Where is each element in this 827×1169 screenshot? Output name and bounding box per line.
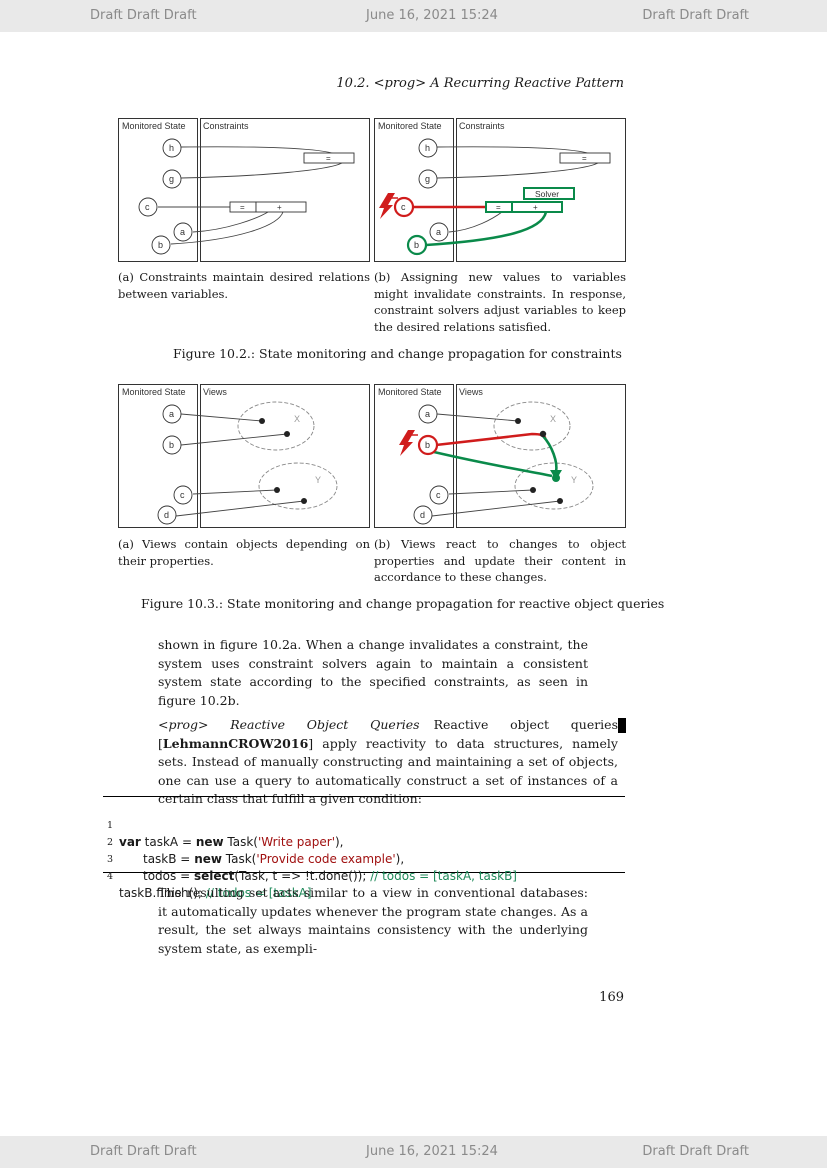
body-paragraph-2: <prog> Reactive Object Queries Reactive o…: [158, 716, 618, 809]
view-y-label: Y: [315, 475, 321, 485]
node-h: h: [169, 143, 174, 153]
footer-draft-right: Draft Draft Draft: [642, 1144, 749, 1159]
propagation-line: [425, 211, 548, 247]
node-c: c: [436, 490, 441, 500]
footer-draft-left: Draft Draft Draft: [90, 1144, 197, 1159]
footer-draft-bar: Draft Draft Draft June 16, 2021 15:24 Dr…: [0, 1136, 827, 1168]
plus-constraint: [511, 201, 563, 213]
paragraph-1-text: shown in figure 10.2a. When a change inv…: [158, 637, 588, 708]
paragraph-2-rest: ] apply reactivity to data structures, n…: [158, 735, 618, 807]
lightning-icon: [379, 193, 395, 219]
views-label: Views: [459, 387, 483, 397]
monitored-state-label: Monitored State: [122, 387, 186, 397]
node-c: c: [180, 490, 185, 500]
paragraph-2-lead: Reactive object queries [: [158, 717, 618, 751]
view-x-label: X: [294, 414, 300, 424]
line-number-2: 2: [106, 837, 113, 848]
invalidate-line: [435, 432, 547, 447]
figure-10-3a-diagram: Monitored State Views X Y a b c d: [118, 384, 370, 528]
node-b: b: [158, 240, 163, 250]
monitored-state-label: Monitored State: [122, 121, 186, 131]
view-x-label: X: [550, 414, 556, 424]
paragraph-heading: <prog> Reactive Object Queries: [158, 717, 420, 732]
header-draft-left: Draft Draft Draft: [90, 8, 197, 23]
lightning-icon: [399, 430, 415, 456]
eq-label-1: =: [326, 154, 331, 163]
figure-10-2a-caption: (a) Constraints maintain desired relatio…: [118, 270, 370, 301]
figure-10-3a-caption: (a) Views contain objects depending on t…: [118, 537, 370, 568]
body-paragraph-1: shown in figure 10.2a. When a change inv…: [158, 636, 588, 710]
constraints-label: Constraints: [459, 121, 505, 131]
figure-10-2a-diagram: Monitored State Constraints = = + h g c …: [118, 118, 370, 262]
node-c: c: [145, 202, 150, 212]
page-number: 169: [599, 990, 624, 1005]
view-y-label: Y: [571, 475, 577, 485]
node-a: a: [169, 409, 174, 419]
plus-constraint: [255, 201, 307, 213]
figure-10-2-caption: Figure 10.2.: State monitoring and chang…: [173, 346, 622, 361]
node-h: h: [425, 143, 430, 153]
view-y: [258, 462, 338, 510]
node-a: a: [436, 227, 441, 237]
node-g: g: [169, 174, 174, 184]
header-draft-bar: Draft Draft Draft June 16, 2021 15:24 Dr…: [0, 0, 827, 32]
code-line-4: 4 taskB.finish(); // todos = [taskA]: [103, 851, 625, 900]
node-a: a: [425, 409, 430, 419]
line-number-4: 4: [106, 871, 113, 882]
body-paragraph-3: The resulting set acts similar to a view…: [158, 884, 588, 958]
overfull-box-marker: [618, 718, 626, 733]
node-d: d: [164, 510, 169, 520]
paragraph-3-text: The resulting set acts similar to a view…: [158, 885, 588, 956]
monitored-state-label: Monitored State: [378, 121, 442, 131]
views-label: Views: [203, 387, 227, 397]
solver-box: [523, 187, 575, 200]
eq-label-1: =: [582, 154, 587, 163]
constraints-label: Constraints: [203, 121, 249, 131]
node-g: g: [425, 174, 430, 184]
figure-10-2b-diagram: Monitored State Constraints Solver = = +…: [374, 118, 626, 262]
figure-10-2b-caption: (b) Assigning new values to variables mi…: [374, 270, 626, 334]
monitored-state-label: Monitored State: [378, 387, 442, 397]
header-draft-right: Draft Draft Draft: [642, 8, 749, 23]
equality-constraint-1: [303, 152, 355, 164]
node-d: d: [420, 510, 425, 520]
solver-label: Solver: [535, 189, 559, 199]
node-b: b: [414, 240, 419, 250]
figure-10-3b-diagram: Monitored State Views X Y a b c d: [374, 384, 626, 528]
paragraph-2-text: <prog> Reactive Object Queries Reactive o…: [158, 716, 618, 809]
code-line-1: 1 var taskA = new Task('Write paper'),: [103, 800, 625, 849]
figure-10-3-caption: Figure 10.3.: State monitoring and chang…: [141, 596, 665, 611]
view-y: [514, 462, 594, 510]
citation: LehmannCROW2016: [162, 735, 309, 751]
code-listing: 1 var taskA = new Task('Write paper'), 2…: [103, 796, 625, 900]
view-x: [237, 401, 315, 451]
code-line-2: 2 taskB = new Task('Provide code example…: [103, 817, 625, 866]
plus-label: +: [277, 203, 282, 212]
figure-10-3b-caption: (b) Views react to changes to object pro…: [374, 537, 626, 584]
node-b: b: [169, 440, 174, 450]
view-x: [493, 401, 571, 451]
eq-label-2: =: [240, 203, 245, 212]
code-line-3: 3 todos = select(Task, t => !t.done()); …: [103, 834, 625, 883]
equality-constraint-1: [559, 152, 611, 164]
propagation-line: [433, 450, 553, 478]
line-number-3: 3: [106, 854, 113, 865]
line-number-1: 1: [106, 820, 113, 831]
header-draft-date: June 16, 2021 15:24: [366, 8, 498, 23]
node-a: a: [180, 227, 185, 237]
node-b: b: [425, 440, 430, 450]
running-head: 10.2. <prog> A Recurring Reactive Patter…: [336, 76, 624, 91]
plus-label: +: [533, 203, 538, 212]
footer-draft-date: June 16, 2021 15:24: [366, 1144, 498, 1159]
node-c: c: [401, 202, 406, 212]
eq-label-2: =: [496, 203, 501, 212]
